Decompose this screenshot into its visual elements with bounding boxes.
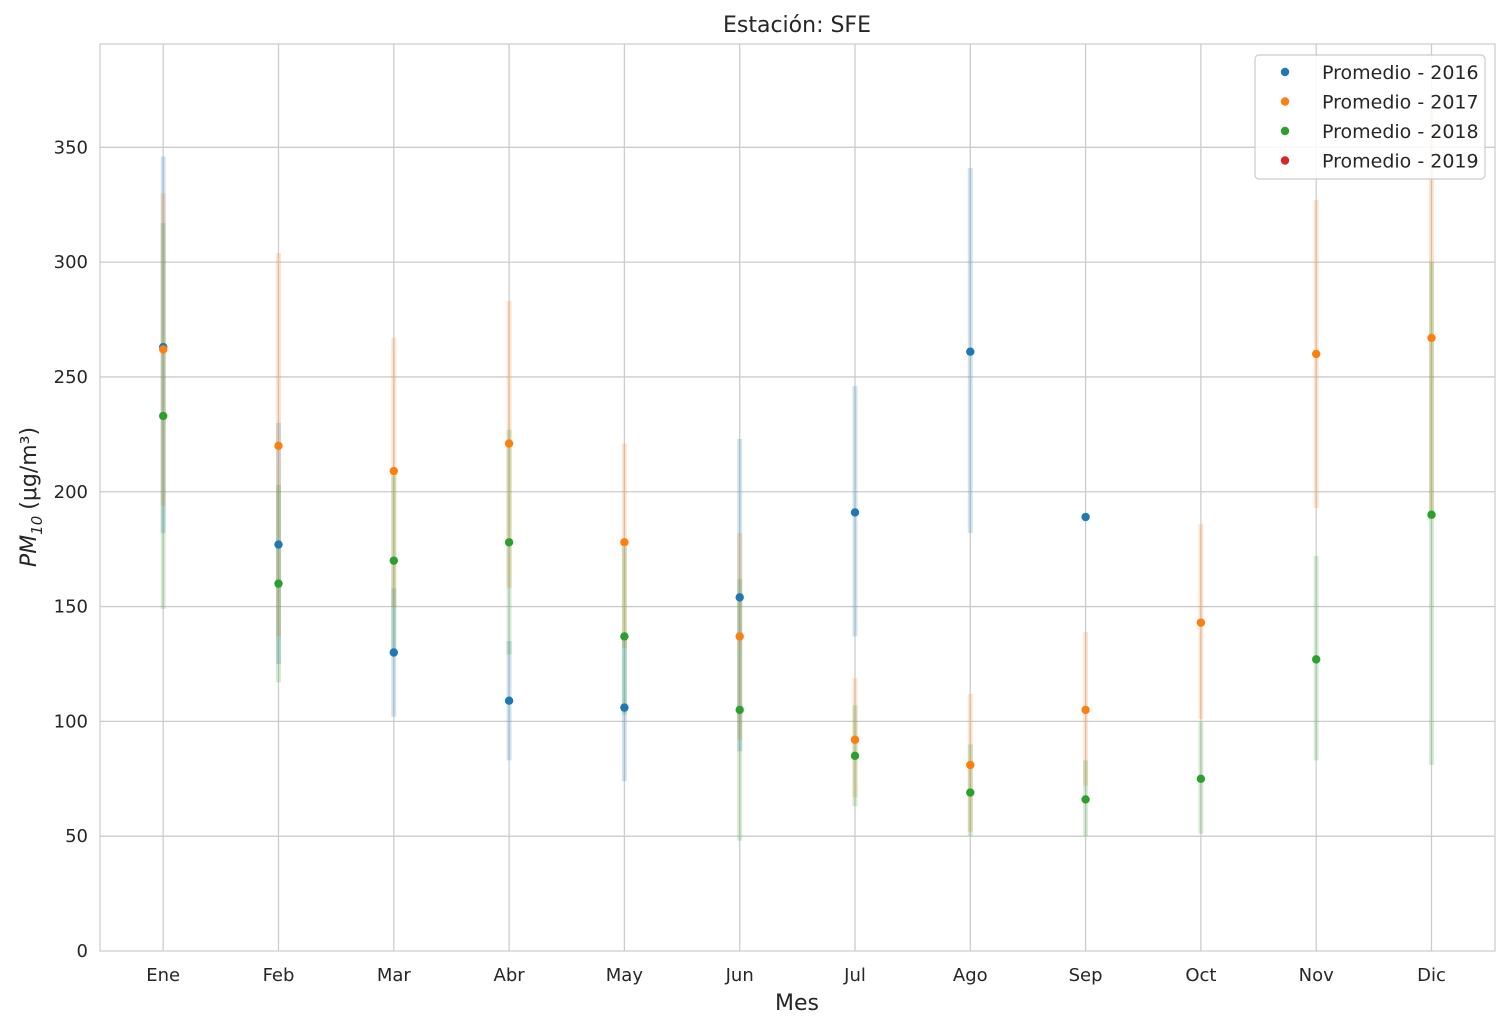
legend-marker	[1280, 156, 1290, 165]
legend-marker	[1280, 126, 1290, 136]
legend-box	[1254, 54, 1486, 180]
y-axis-label-unit: (μg/m³)	[17, 427, 42, 510]
data-point	[274, 441, 283, 451]
points-layer	[159, 333, 1436, 804]
x-tick-label: Nov	[1299, 965, 1334, 986]
x-tick-label: Sep	[1069, 965, 1103, 986]
legend-label: Promedio - 2019	[1322, 151, 1479, 173]
x-tick-label: Dic	[1417, 965, 1446, 986]
data-point	[159, 345, 168, 354]
legend-label: Promedio - 2017	[1322, 92, 1479, 114]
data-point	[620, 538, 629, 547]
data-point	[966, 760, 975, 770]
data-point	[850, 508, 860, 517]
legend-label: Promedio - 2016	[1322, 62, 1479, 84]
data-point	[159, 411, 168, 421]
plot-area	[99, 43, 1496, 952]
x-axis-label: Mes	[775, 991, 819, 1016]
data-point	[1312, 349, 1321, 359]
x-tick-label: Ene	[146, 965, 180, 986]
data-point	[850, 751, 860, 761]
data-point	[1427, 510, 1436, 519]
data-point	[504, 538, 514, 547]
data-point	[274, 579, 283, 588]
data-point	[850, 735, 860, 744]
x-tick-label: Abr	[494, 965, 526, 986]
data-point	[1081, 512, 1090, 522]
data-point	[389, 648, 398, 657]
data-point	[620, 632, 629, 641]
x-tick-label: May	[606, 965, 644, 986]
data-point	[1081, 795, 1090, 804]
legend-label: Promedio - 2018	[1322, 121, 1479, 143]
x-tick-label: Jun	[725, 965, 754, 986]
y-tick-label: 250	[54, 367, 88, 388]
y-tick-label: 0	[77, 941, 88, 962]
ticks-layer: 0 50 100 150 200 250 300 350 Ene Feb Mar Abr May Jun J…	[54, 137, 1446, 986]
y-tick-label: 150	[54, 597, 88, 618]
y-tick-label: 200	[54, 482, 88, 503]
data-point	[620, 703, 629, 712]
data-point	[1196, 774, 1206, 783]
y-tick-label: 300	[54, 252, 88, 273]
x-tick-label: Jul	[843, 965, 866, 986]
data-point	[1081, 705, 1090, 715]
data-point	[735, 632, 744, 641]
x-tick-label: Mar	[377, 965, 412, 986]
legend-marker	[1280, 97, 1290, 106]
y-axis-label: PM10 (μg/m³)	[17, 427, 46, 567]
chart-title: Estación: SFE	[723, 13, 871, 38]
data-point	[966, 347, 975, 356]
x-tick-label: Feb	[263, 965, 295, 986]
y-axis-label-main: PM	[17, 535, 42, 567]
data-point	[1312, 655, 1321, 664]
y-tick-label: 350	[54, 137, 88, 158]
data-point	[389, 466, 398, 476]
legend: Promedio - 2016 Promedio - 2017 Promedio -…	[1254, 54, 1486, 180]
data-point	[504, 439, 514, 448]
data-point	[735, 705, 744, 715]
data-point	[389, 556, 398, 565]
y-tick-label: 50	[65, 826, 88, 847]
data-point	[966, 788, 975, 797]
data-point	[1196, 618, 1206, 627]
y-tick-label: 100	[54, 711, 88, 732]
grid-layer	[100, 44, 1495, 951]
data-point	[274, 540, 283, 549]
x-tick-label: Oct	[1185, 965, 1216, 986]
data-point	[504, 696, 514, 705]
y-axis-label-sub: 10	[28, 516, 46, 535]
data-point	[735, 593, 744, 602]
x-tick-label: Ago	[953, 965, 988, 986]
legend-marker	[1280, 67, 1290, 77]
data-point	[1427, 333, 1436, 343]
